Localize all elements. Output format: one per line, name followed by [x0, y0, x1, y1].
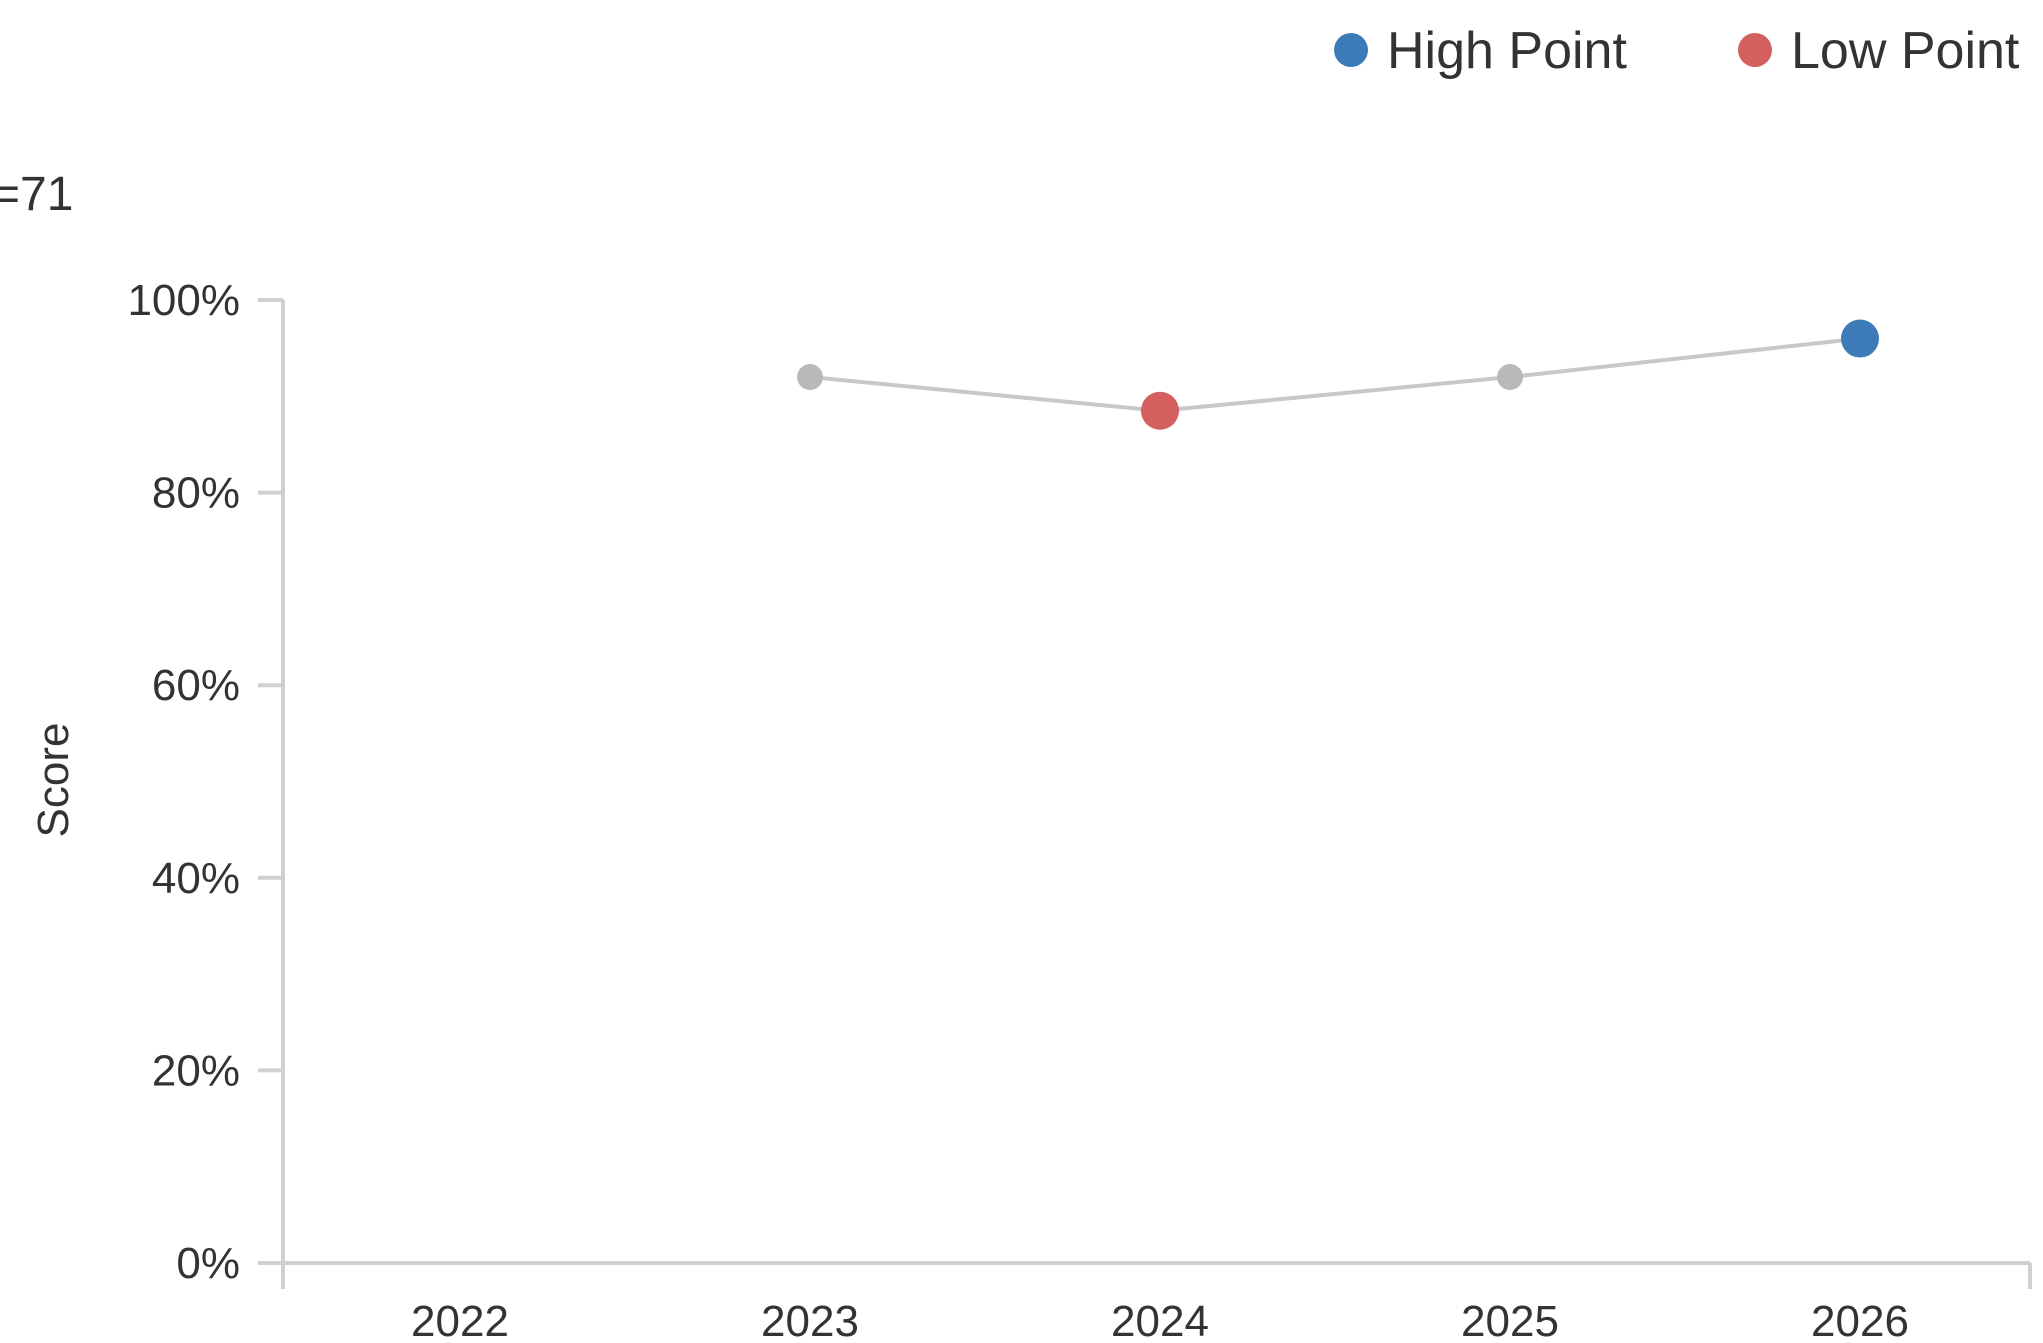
y-axis-ticks: 0% 20% 40% 60% 80% 100% — [127, 276, 283, 1288]
legend-label-low-point: Low Point — [1791, 22, 2020, 80]
x-axis-ticks: 2022 2023 2024 2025 2026 — [411, 1297, 1909, 1343]
y-tick-label: 20% — [152, 1046, 240, 1095]
legend-item-high-point: High Point — [1334, 22, 1627, 80]
series-line — [809, 336, 1861, 413]
legend-item-low-point: Low Point — [1738, 22, 2020, 80]
x-tick-label: 2024 — [1111, 1297, 1209, 1343]
x-tick-label: 2023 — [761, 1297, 859, 1343]
legend-marker-high-point — [1334, 33, 1368, 67]
legend-label-high-point: High Point — [1387, 22, 1627, 80]
y-tick-label: 100% — [127, 276, 240, 325]
y-tick-label: 0% — [176, 1239, 240, 1288]
sample-size-annotation: =71 — [0, 168, 73, 221]
y-tick-label: 60% — [152, 661, 240, 710]
y-tick-label: 40% — [152, 854, 240, 903]
x-tick-label: 2025 — [1461, 1297, 1559, 1343]
legend: High Point Low Point — [1334, 22, 2020, 80]
data-point-high — [1841, 319, 1879, 358]
x-tick-label: 2022 — [411, 1297, 509, 1343]
y-axis-title: Score — [29, 723, 78, 838]
legend-marker-low-point — [1738, 33, 1772, 67]
data-point — [1497, 364, 1523, 391]
data-point-low — [1141, 391, 1179, 430]
data-point — [797, 364, 823, 391]
x-tick-label: 2026 — [1811, 1297, 1909, 1343]
y-tick-label: 80% — [152, 469, 240, 518]
series-score — [797, 319, 1879, 430]
